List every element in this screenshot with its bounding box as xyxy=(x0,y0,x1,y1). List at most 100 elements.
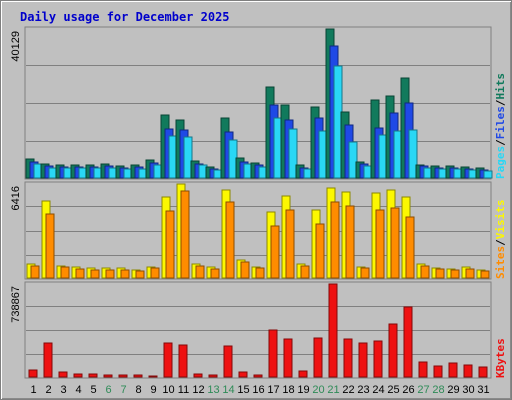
bar-kbytes-day-23 xyxy=(358,342,368,378)
bars-kbytes xyxy=(28,283,488,378)
day-label-20: 20 xyxy=(312,384,324,396)
day-label-28: 28 xyxy=(432,384,444,396)
legend-middle: Sites/Visits xyxy=(494,200,507,280)
day-label-11: 11 xyxy=(178,384,189,396)
bar-kbytes-day-11 xyxy=(178,344,188,378)
bar-sites-day-7 xyxy=(120,269,130,279)
x-axis-day-labels: 1 2 3 4 5 6 7 8 9 10 11 12 13 14 15 16 17 18 19 20 21 22 23 24 2… xyxy=(30,384,489,396)
bar-sites-day-2 xyxy=(45,213,55,279)
day-label-17: 17 xyxy=(267,384,279,396)
bar-pages-day-26 xyxy=(408,129,418,179)
legend-entry-kbytes: KBytes xyxy=(494,338,507,378)
panel-visits: 6416 xyxy=(10,181,492,280)
bar-sites-day-25 xyxy=(390,207,400,279)
day-label-12: 12 xyxy=(192,384,204,396)
legend-bottom: KBytes xyxy=(494,338,507,378)
bar-kbytes-day-27 xyxy=(418,361,428,378)
bar-kbytes-day-7 xyxy=(118,374,128,378)
bar-kbytes-day-5 xyxy=(88,373,98,378)
legend-entry-sites: Sites xyxy=(494,246,507,279)
day-label-26: 26 xyxy=(402,384,414,396)
bar-kbytes-day-10 xyxy=(163,342,173,378)
day-label-8: 8 xyxy=(135,384,141,396)
y-max-label-hits: 40129 xyxy=(10,31,22,62)
bar-kbytes-day-6 xyxy=(103,374,113,378)
day-label-14: 14 xyxy=(222,384,234,396)
bar-sites-day-8 xyxy=(135,270,145,279)
day-label-24: 24 xyxy=(372,384,384,396)
day-label-6: 6 xyxy=(105,384,111,396)
bar-pages-day-31 xyxy=(483,170,493,179)
bar-sites-day-11 xyxy=(180,190,190,279)
legend-top: Pages/Files/Hits xyxy=(494,73,507,179)
bar-kbytes-day-9 xyxy=(148,375,158,378)
bar-sites-day-14 xyxy=(225,201,235,279)
bar-kbytes-day-30 xyxy=(463,364,473,378)
bar-sites-day-13 xyxy=(210,268,220,279)
bar-sites-day-30 xyxy=(465,268,475,279)
bar-sites-day-29 xyxy=(450,269,460,279)
bar-sites-day-22 xyxy=(345,205,355,279)
bar-kbytes-day-17 xyxy=(268,329,278,378)
bar-sites-day-1 xyxy=(30,265,40,279)
day-label-13: 13 xyxy=(207,384,219,396)
bar-kbytes-day-18 xyxy=(283,338,293,378)
bars-visits xyxy=(26,183,490,279)
bar-sites-day-4 xyxy=(75,268,85,279)
bar-sites-day-24 xyxy=(375,209,385,279)
bar-kbytes-day-28 xyxy=(433,365,443,378)
bar-sites-day-10 xyxy=(165,210,175,279)
day-label-3: 3 xyxy=(60,384,66,396)
bar-kbytes-day-26 xyxy=(403,306,413,378)
bar-kbytes-day-13 xyxy=(208,374,218,378)
day-label-15: 15 xyxy=(237,384,249,396)
bar-sites-day-3 xyxy=(60,266,70,279)
legend-entry-hits: Hits xyxy=(494,73,507,100)
bar-kbytes-day-21 xyxy=(328,283,338,378)
bar-kbytes-day-15 xyxy=(238,371,248,378)
day-label-5: 5 xyxy=(90,384,96,396)
bar-sites-day-28 xyxy=(435,268,445,279)
day-label-10: 10 xyxy=(162,384,174,396)
chart-panels: 40129 6416 738867 xyxy=(10,26,493,379)
chart-title: Daily usage for December 2025 xyxy=(20,10,230,24)
bar-pages-day-11 xyxy=(183,136,193,179)
bar-pages-day-18 xyxy=(288,128,298,179)
legend-separator: / xyxy=(494,139,507,146)
y-max-label-kbytes: 738867 xyxy=(10,286,22,323)
day-label-2: 2 xyxy=(45,384,51,396)
bar-sites-day-9 xyxy=(150,267,160,279)
day-label-16: 16 xyxy=(252,384,264,396)
bar-sites-day-20 xyxy=(315,223,325,279)
bar-kbytes-day-4 xyxy=(73,373,83,378)
legend-separator: / xyxy=(494,99,507,106)
panel-hits: 40129 xyxy=(10,26,493,180)
legend-entry-pages: Pages xyxy=(494,146,507,179)
legend-entry-files: Files xyxy=(494,106,507,139)
panel-kbytes: 738867 xyxy=(10,281,492,379)
bar-kbytes-day-8 xyxy=(133,374,143,378)
bar-sites-day-5 xyxy=(90,269,100,279)
bar-kbytes-day-14 xyxy=(223,345,233,378)
day-label-1: 1 xyxy=(30,384,36,396)
bar-kbytes-day-1 xyxy=(28,369,38,378)
day-label-19: 19 xyxy=(297,384,309,396)
bar-sites-day-21 xyxy=(330,201,340,279)
day-label-27: 27 xyxy=(417,384,429,396)
bar-sites-day-31 xyxy=(480,270,490,279)
bar-kbytes-day-3 xyxy=(58,371,68,378)
legend-separator: / xyxy=(494,239,507,246)
day-label-21: 21 xyxy=(327,384,339,396)
day-label-30: 30 xyxy=(462,384,474,396)
bar-sites-day-6 xyxy=(105,269,115,279)
day-label-23: 23 xyxy=(357,384,369,396)
bar-kbytes-day-20 xyxy=(313,337,323,378)
bars-hits xyxy=(25,28,493,179)
bar-sites-day-23 xyxy=(360,267,370,279)
day-label-25: 25 xyxy=(387,384,399,396)
bar-kbytes-day-31 xyxy=(478,366,488,378)
legend-entry-visits: Visits xyxy=(494,200,507,240)
bar-kbytes-day-19 xyxy=(298,370,308,378)
